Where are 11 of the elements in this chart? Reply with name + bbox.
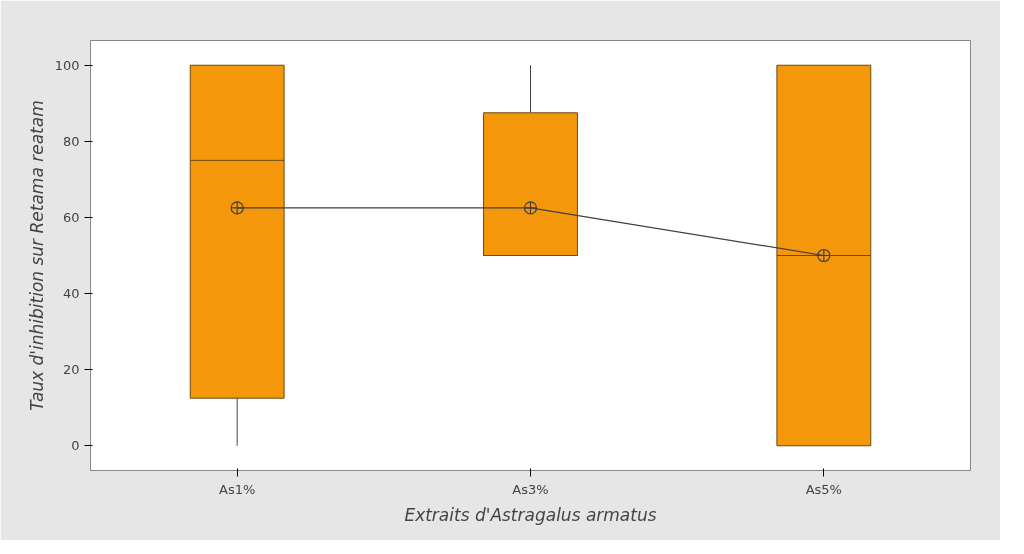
y-tick-label: 40 xyxy=(62,286,80,302)
y-tick-label: 20 xyxy=(62,362,80,378)
x-axis-title: Extraits d'Astragalus armatus xyxy=(404,504,657,525)
x-tick-label: As5% xyxy=(805,481,842,497)
x-tick-label: As1% xyxy=(219,481,256,497)
y-tick-label: 100 xyxy=(54,57,80,73)
y-axis-title: Taux d'inhibition sur Retama reatam xyxy=(26,100,47,411)
y-tick-label: 0 xyxy=(71,438,80,454)
y-tick-label: 80 xyxy=(62,133,80,149)
x-tick-label: As3% xyxy=(512,481,549,497)
y-tick-label: 60 xyxy=(62,209,80,225)
